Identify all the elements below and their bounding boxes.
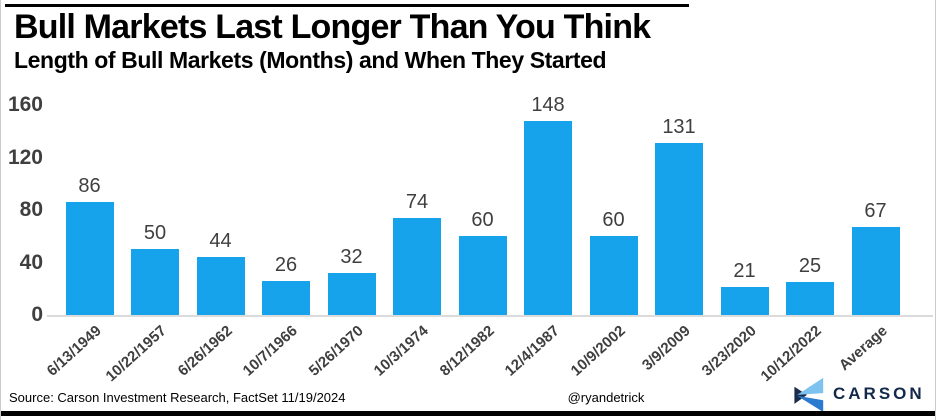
bar-value-label: 44 — [209, 230, 232, 253]
source-note: Source: Carson Investment Research, Fact… — [9, 390, 346, 405]
bar-value-label: 60 — [471, 209, 494, 232]
bar-value-label: 21 — [733, 260, 756, 283]
bar — [131, 249, 179, 315]
bar — [851, 227, 900, 315]
bar — [720, 287, 769, 315]
y-axis-tick-label: 0 — [31, 303, 43, 326]
x-axis-line — [47, 315, 933, 317]
bar — [65, 202, 114, 315]
carson-logo: CARSON — [787, 376, 935, 414]
bar — [262, 280, 310, 315]
bar-value-label: 67 — [864, 200, 887, 223]
bar — [196, 257, 245, 315]
bar-value-label: 26 — [274, 253, 298, 276]
bar — [393, 217, 441, 315]
bar — [655, 143, 703, 315]
bar-value-label: 74 — [405, 190, 429, 213]
y-axis-tick-label: 40 — [19, 250, 43, 274]
bar-value-label: 86 — [78, 175, 101, 198]
bar — [327, 273, 376, 315]
carson-logo-text: CARSON — [833, 384, 925, 403]
y-axis-tick-label: 120 — [7, 145, 43, 169]
bar-value-label: 50 — [143, 222, 167, 245]
bar-value-label: 32 — [340, 246, 363, 268]
bottom-bar-divider — [1, 411, 935, 416]
bar-value-label: 148 — [531, 93, 565, 116]
bar-value-label: 60 — [602, 209, 625, 232]
carson-logo-icon — [794, 377, 824, 412]
bar — [458, 236, 507, 315]
chart-title: Bull Markets Last Longer Than You Think — [14, 8, 651, 46]
bar-value-label: 25 — [798, 255, 822, 278]
author-handle: @ryandetrick — [567, 390, 645, 405]
y-axis-tick-label: 160 — [7, 93, 43, 116]
bar — [786, 282, 834, 315]
y-axis-tick-label: 80 — [19, 198, 43, 221]
bar-value-label: 131 — [662, 116, 696, 139]
chart-subtitle: Length of Bull Markets (Months) and When… — [14, 47, 607, 73]
bar — [524, 120, 572, 315]
top-rule-divider — [5, 4, 689, 7]
bar — [589, 236, 638, 315]
